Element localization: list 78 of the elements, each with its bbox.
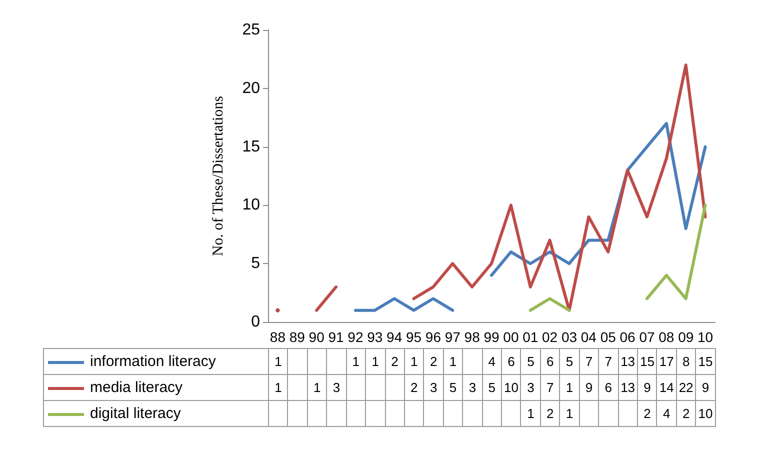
data-label: 5 [520,348,540,374]
data-label: 2 [385,348,404,374]
data-label: 9 [696,374,716,400]
data-label: 9 [579,374,599,400]
legend-label: digital literacy [90,405,181,422]
y-tick-label: 25 [242,22,260,38]
data-label: 2 [638,400,657,426]
x-tick-label: 90 [308,329,325,345]
y-tick-label: 10 [242,196,260,214]
y-axis-title: No. of These/Dissertations [210,96,226,256]
data-label: 1 [366,348,386,374]
data-label: 4 [656,400,676,426]
data-label: 6 [502,348,521,374]
data-label: 1 [443,348,463,374]
x-tick-label: 91 [328,329,344,345]
x-tick-label: 99 [484,329,500,345]
data-label: 5 [560,348,580,374]
x-tick-label: 06 [620,329,636,345]
x-tick-label: 94 [386,329,402,345]
x-tick-label: 93 [367,329,383,345]
data-label: 3 [326,374,346,400]
data-label: 2 [676,400,696,426]
data-label: 5 [482,374,502,400]
y-tick-label: 5 [251,255,260,272]
y-tick-label: 0 [251,314,260,330]
x-tick-label: 05 [600,329,616,345]
data-label: 8 [676,348,696,374]
x-tick-label: 00 [503,329,519,345]
data-label: 2 [540,400,560,426]
x-tick-label: 92 [348,329,364,345]
data-label: 15 [696,348,716,374]
data-label: 3 [462,374,482,400]
data-label: 7 [579,348,599,374]
data-label: 5 [443,374,463,400]
x-tick-label: 95 [406,329,422,345]
data-label: 10 [696,400,716,426]
data-label: 17 [656,348,676,374]
data-label: 4 [482,348,502,374]
data-label: 14 [656,374,676,400]
data-label: 3 [424,374,444,400]
x-tick-label: 97 [444,329,461,345]
data-label: 2 [424,348,444,374]
x-tick-label: 88 [270,329,286,345]
legend-label: media literacy [90,379,183,396]
data-label: 1 [307,374,327,400]
y-tick-label: 20 [242,80,260,97]
data-label: 1 [346,348,366,374]
x-tick-label: 08 [658,329,674,345]
data-label: 22 [676,374,696,400]
data-label: 7 [540,374,560,400]
x-tick-label: 01 [522,329,538,345]
y-tick-label: 15 [242,138,260,156]
data-label: 1 [268,374,288,400]
x-tick-label: 98 [464,329,480,345]
data-label: 13 [618,348,638,374]
x-tick-label: 09 [678,329,694,345]
data-label: 2 [404,374,424,400]
x-tick-label: 07 [639,329,655,345]
x-tick-label: 04 [580,329,597,345]
data-label: 6 [540,348,560,374]
data-label: 3 [520,374,540,400]
data-label: 1 [560,374,580,400]
x-tick-label: 96 [425,329,442,345]
data-label: 1 [560,400,580,426]
data-label: 1 [520,400,540,426]
data-label: 1 [404,348,424,374]
data-label: 1 [268,348,288,374]
data-label: 7 [598,348,618,374]
x-tick-label: 03 [561,329,578,345]
data-label: 10 [502,374,521,400]
x-tick-label: 10 [697,329,714,345]
data-label: 9 [638,374,657,400]
data-label: 13 [618,374,638,400]
x-tick-label: 89 [289,329,306,345]
data-label: 15 [638,348,657,374]
legend-label: information literacy [90,353,216,370]
data-label: 6 [598,374,618,400]
x-tick-label: 02 [542,329,558,345]
